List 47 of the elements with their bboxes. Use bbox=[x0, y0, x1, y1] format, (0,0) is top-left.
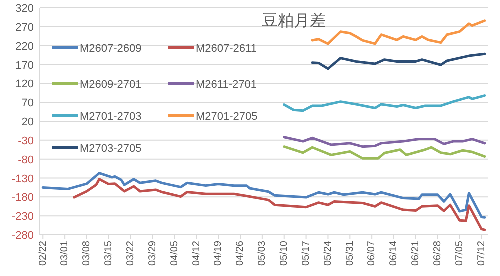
x-tick-label: 06/28 bbox=[432, 240, 444, 266]
line-series bbox=[283, 146, 486, 160]
legend-label: M2701-2705 bbox=[196, 111, 258, 123]
x-tick-label: 07/12 bbox=[476, 240, 488, 266]
legend-label: M2609-2701 bbox=[80, 79, 142, 91]
x-tick-label: 04/12 bbox=[191, 240, 202, 266]
x-tick-label: 03/15 bbox=[104, 240, 115, 266]
x-tick-label: 04/05 bbox=[169, 240, 180, 266]
x-tick-label: 05/03 bbox=[257, 240, 268, 266]
legend-label: M2611-2701 bbox=[196, 79, 257, 91]
line-series bbox=[283, 136, 486, 148]
y-tick-label: 120 bbox=[16, 78, 34, 91]
y-tick-label: -280 bbox=[12, 230, 34, 242]
x-tick-label: 03/22 bbox=[125, 240, 136, 266]
x-tick-label: 03/01 bbox=[60, 240, 71, 266]
x-tick-label: 06/21 bbox=[410, 240, 422, 266]
x-tick-label: 03/08 bbox=[82, 240, 93, 266]
y-tick-label: 320 bbox=[16, 3, 34, 15]
x-tick-label: 05/17 bbox=[300, 240, 312, 266]
y-tick-label: -130 bbox=[12, 173, 34, 186]
x-tick-label: 06/07 bbox=[366, 240, 378, 266]
legend-label: M2703-2705 bbox=[80, 143, 142, 155]
x-tick-label: 05/31 bbox=[344, 240, 356, 266]
y-tick-label: 70 bbox=[22, 98, 34, 110]
x-tick-label: 05/24 bbox=[322, 240, 334, 266]
y-tick-label: -180 bbox=[12, 192, 34, 204]
y-tick-label: 20 bbox=[22, 116, 34, 128]
x-tick-label: 07/05 bbox=[454, 240, 466, 266]
y-tick-label: 170 bbox=[16, 60, 34, 72]
chart-title: 豆粕月差 bbox=[262, 12, 326, 30]
legend-label: M2607-2611 bbox=[196, 43, 257, 55]
y-tick-label: 270 bbox=[16, 22, 34, 34]
y-tick-label: -30 bbox=[18, 135, 34, 148]
legend-label: M2701-2703 bbox=[80, 111, 142, 123]
x-tick-label: 05/10 bbox=[279, 240, 290, 266]
x-tick-label: 02/22 bbox=[38, 240, 49, 266]
legend-label: M2607-2609 bbox=[80, 43, 142, 55]
x-tick-label: 03/29 bbox=[147, 240, 158, 266]
line-series bbox=[311, 52, 486, 70]
line-series bbox=[73, 178, 486, 232]
y-tick-label: 220 bbox=[16, 40, 34, 53]
x-tick-label: 04/26 bbox=[235, 240, 246, 266]
x-tick-label: 04/19 bbox=[213, 240, 224, 266]
y-tick-label: -80 bbox=[18, 154, 34, 166]
x-tick-label: 06/14 bbox=[388, 240, 400, 266]
y-tick-label: -230 bbox=[12, 211, 34, 224]
line-series bbox=[283, 94, 486, 112]
